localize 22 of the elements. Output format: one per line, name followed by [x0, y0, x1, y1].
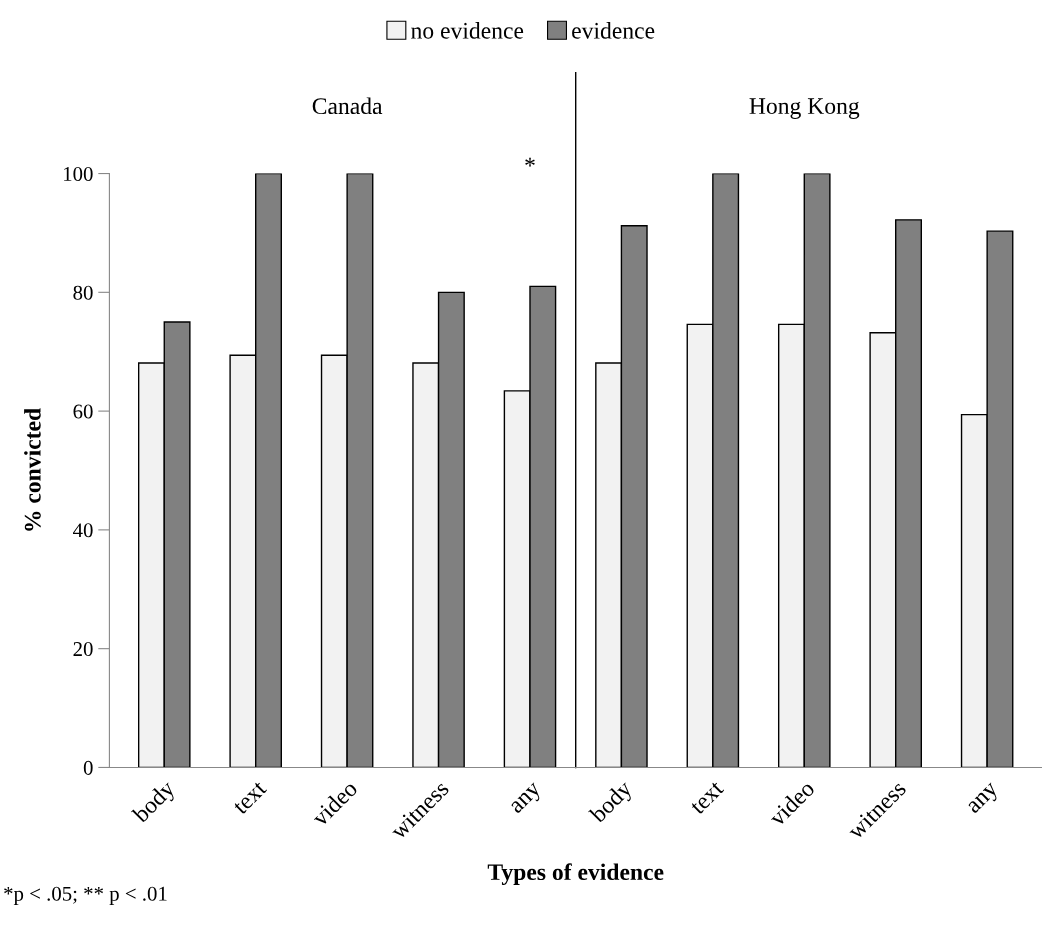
text: Canada [312, 97, 383, 115]
text: *p < .05; ** p < .01 [4, 886, 167, 905]
x-tick-label: text [690, 780, 725, 816]
legend-label: no evidence [411, 22, 524, 39]
text: Hong Kong [749, 98, 860, 119]
y-axis-title: % convicted [24, 408, 41, 531]
x-axis-title: Types of evidence [487, 863, 664, 885]
text: * [525, 157, 535, 167]
y-tick-label: 100 [64, 166, 93, 181]
x-tick-label: body [588, 778, 637, 828]
legend-label: evidence [572, 22, 655, 39]
y-tick-label: 20 [73, 642, 93, 657]
x-tick-label: any [510, 782, 546, 818]
x-tick-label: video [310, 779, 359, 828]
x-tick-label: any [967, 782, 1003, 818]
y-tick-label: 60 [73, 404, 93, 419]
y-tick-label: 80 [73, 285, 93, 300]
y-tick-label: 0 [83, 760, 93, 775]
y-tick-label: 40 [73, 523, 93, 538]
x-tick-label: video [767, 779, 816, 828]
x-tick-label: text [233, 780, 268, 816]
x-tick-label: body [130, 778, 180, 828]
